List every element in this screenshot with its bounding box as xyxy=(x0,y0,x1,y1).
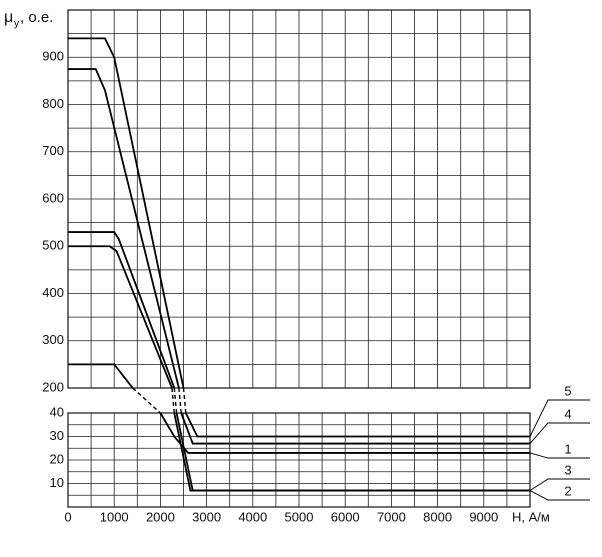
plot-frame xyxy=(67,9,531,389)
y-tick-label: 300 xyxy=(42,332,64,347)
curve-label: 3 xyxy=(564,462,571,477)
y-tick-label: 40 xyxy=(50,404,64,419)
curve-label: 5 xyxy=(564,383,571,398)
y-tick-label: 900 xyxy=(42,49,64,64)
label-leader xyxy=(529,399,590,437)
y-tick-label: 30 xyxy=(50,428,64,443)
y-tick-label: 400 xyxy=(42,285,64,300)
x-tick-label: 7000 xyxy=(377,509,406,524)
label-leader xyxy=(529,422,590,444)
curve-label: 4 xyxy=(564,406,571,421)
break-connector xyxy=(178,387,182,414)
break-connector xyxy=(182,387,187,414)
curve xyxy=(180,412,530,445)
curve xyxy=(173,412,530,492)
y-tick-label: 20 xyxy=(50,451,64,466)
x-axis-label: H, А/м xyxy=(512,509,550,524)
y-tick-label: 10 xyxy=(50,475,64,490)
break-connector xyxy=(132,387,161,414)
curve xyxy=(68,68,180,389)
curve xyxy=(185,412,530,438)
y-tick-label: 200 xyxy=(42,379,64,394)
curve xyxy=(68,231,176,389)
curve xyxy=(68,363,134,389)
y-axis-label: μ xyxy=(4,9,13,26)
label-leader xyxy=(529,452,590,459)
x-tick-label: 6000 xyxy=(331,509,360,524)
curve xyxy=(68,37,185,389)
y-axis-label-unit: , о.е. xyxy=(20,9,53,26)
y-axis-label-subscript: у xyxy=(14,19,19,30)
plot-frame xyxy=(67,412,531,508)
curve-label: 1 xyxy=(564,441,571,456)
y-tick-label: 600 xyxy=(42,190,64,205)
x-tick-label: 8000 xyxy=(423,509,452,524)
x-tick-label: 2000 xyxy=(146,509,175,524)
x-tick-label: 4000 xyxy=(238,509,267,524)
y-tick-label: 500 xyxy=(42,238,64,253)
x-tick-label: 5000 xyxy=(285,509,314,524)
y-tick-label: 800 xyxy=(42,96,64,111)
curve-label: 2 xyxy=(564,483,571,498)
x-tick-label: 9000 xyxy=(469,509,498,524)
label-leader xyxy=(529,478,590,491)
label-leader xyxy=(529,490,590,501)
y-tick-label: 700 xyxy=(42,143,64,158)
curve xyxy=(68,245,173,389)
x-tick-label: 3000 xyxy=(192,509,221,524)
x-tick-label: 0 xyxy=(64,509,71,524)
x-tick-label: 1000 xyxy=(100,509,129,524)
